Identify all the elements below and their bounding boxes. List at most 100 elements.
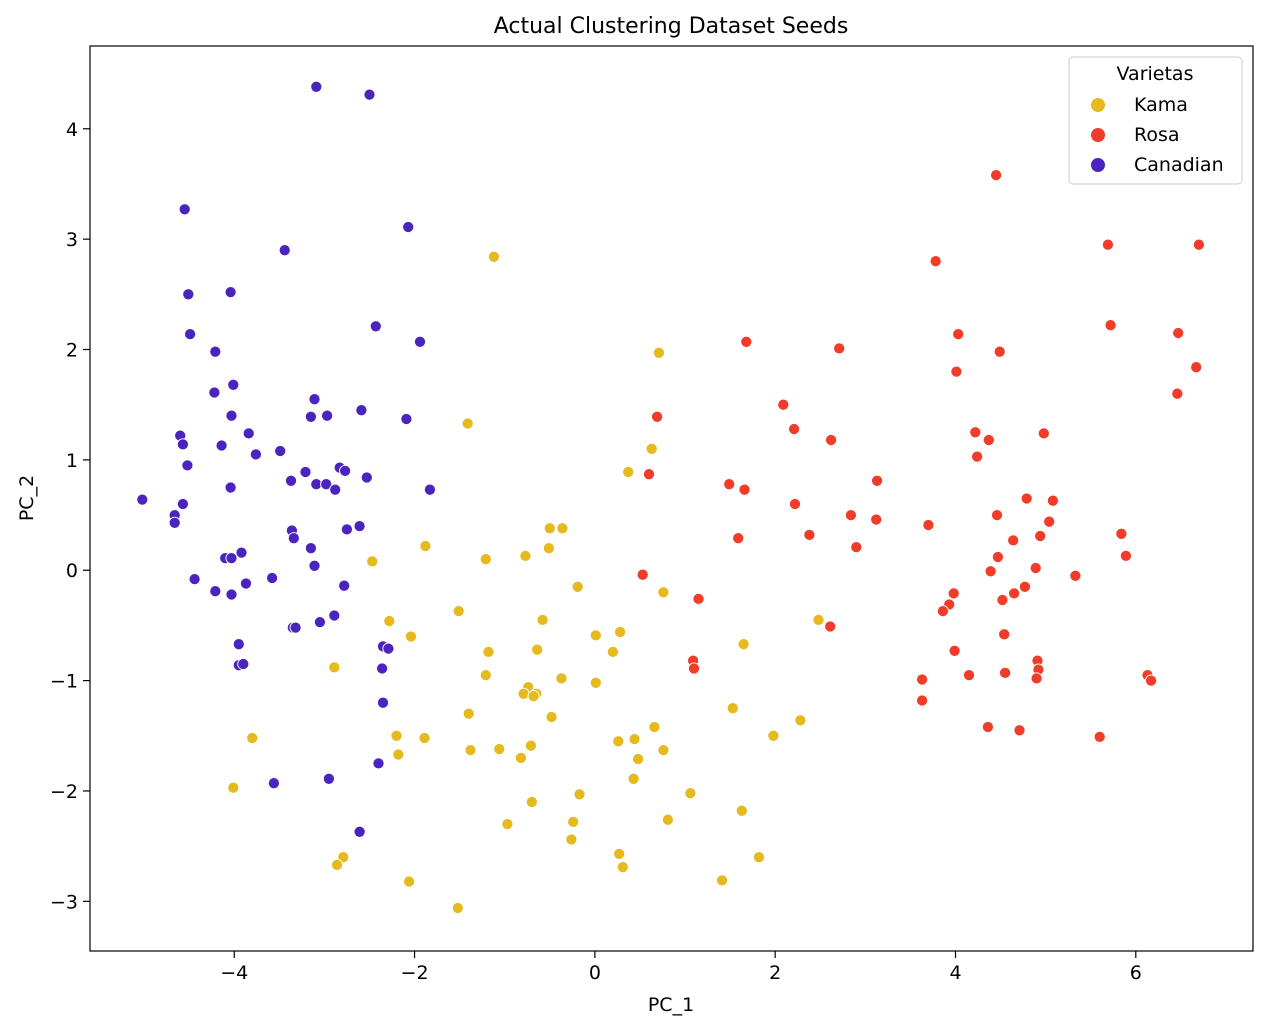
point-rosa-22 <box>871 474 884 487</box>
point-rosa-30 <box>870 513 883 526</box>
point-canadian-37 <box>176 497 189 511</box>
point-kama-16 <box>536 613 549 626</box>
point-kama-53 <box>684 787 697 800</box>
point-kama-8 <box>542 542 555 555</box>
point-kama-5 <box>543 522 556 535</box>
point-kama-57 <box>661 813 674 826</box>
point-kama-39 <box>418 731 431 745</box>
point-canadian-53 <box>209 585 222 598</box>
point-kama-22 <box>737 638 750 651</box>
point-kama-45 <box>464 744 477 757</box>
point-rosa-61 <box>916 673 929 686</box>
point-rosa-10 <box>950 365 963 378</box>
legend-title: Varietas <box>1117 63 1194 85</box>
point-kama-18 <box>614 625 627 639</box>
point-canadian-28 <box>299 465 312 479</box>
point-rosa-46 <box>947 587 960 600</box>
point-kama-32 <box>527 690 540 703</box>
x-tick-label: −4 <box>220 962 248 984</box>
point-canadian-2 <box>178 203 191 216</box>
x-tick-label: 6 <box>1130 962 1142 984</box>
point-canadian-55 <box>328 609 341 622</box>
point-kama-24 <box>531 643 544 656</box>
point-kama-52 <box>227 781 240 794</box>
point-kama-46 <box>493 742 506 756</box>
point-kama-67 <box>403 875 416 888</box>
point-rosa-33 <box>803 528 816 541</box>
y-tick-label: 0 <box>66 560 78 582</box>
point-rosa-49 <box>996 593 1009 607</box>
point-rosa-57 <box>687 662 701 675</box>
point-rosa-19 <box>825 433 838 447</box>
point-canadian-58 <box>289 621 302 634</box>
point-rosa-48 <box>692 592 705 605</box>
point-rosa-34 <box>1115 527 1128 540</box>
point-rosa-35 <box>1034 529 1047 543</box>
point-kama-65 <box>616 861 629 874</box>
point-kama-44 <box>524 739 537 752</box>
point-kama-47 <box>657 744 670 757</box>
legend-marker-rosa <box>1090 127 1106 143</box>
point-canadian-24 <box>249 448 262 461</box>
y-tick-label: 3 <box>66 229 78 251</box>
point-canadian-45 <box>235 546 248 559</box>
point-canadian-61 <box>382 642 395 655</box>
point-rosa-9 <box>993 345 1006 358</box>
point-kama-33 <box>726 702 739 715</box>
point-rosa-3 <box>929 255 942 268</box>
point-canadian-1 <box>363 88 376 101</box>
point-kama-55 <box>525 795 538 809</box>
legend-marker-kama <box>1090 97 1106 113</box>
point-rosa-31 <box>1043 515 1056 528</box>
point-kama-38 <box>246 731 259 745</box>
point-kama-15 <box>383 614 396 628</box>
point-kama-59 <box>501 818 514 831</box>
point-canadian-13 <box>308 393 321 406</box>
point-rosa-52 <box>824 620 837 633</box>
point-rosa-32 <box>922 518 935 532</box>
point-rosa-39 <box>991 550 1004 564</box>
point-rosa-1 <box>1101 238 1114 251</box>
legend: Varietas Kama Rosa Canadian <box>1068 56 1243 185</box>
point-kama-23 <box>482 645 495 658</box>
point-canadian-23 <box>274 444 287 458</box>
point-rosa-38 <box>850 541 863 554</box>
point-kama-30 <box>517 687 530 700</box>
point-kama-21 <box>606 645 619 658</box>
point-rosa-4 <box>1104 319 1117 332</box>
point-canadian-36 <box>136 493 149 506</box>
point-kama-68 <box>451 901 464 915</box>
point-canadian-48 <box>308 559 321 572</box>
point-canadian-7 <box>369 320 382 333</box>
point-canadian-12 <box>208 386 221 399</box>
point-rosa-17 <box>1037 427 1050 440</box>
point-kama-2 <box>461 417 474 430</box>
point-rosa-27 <box>788 497 802 511</box>
point-canadian-16 <box>304 410 317 423</box>
point-kama-50 <box>632 752 645 766</box>
point-rosa-14 <box>651 410 664 423</box>
point-kama-35 <box>545 710 558 724</box>
point-rosa-40 <box>1119 549 1132 562</box>
legend-marker-canadian <box>1090 157 1106 173</box>
legend-label-rosa: Rosa <box>1134 124 1180 146</box>
point-kama-1 <box>652 346 665 359</box>
point-rosa-63 <box>1145 674 1158 687</box>
point-kama-9 <box>519 549 532 562</box>
point-kama-51 <box>627 772 640 785</box>
point-kama-19 <box>404 630 418 643</box>
point-kama-6 <box>556 522 569 535</box>
point-canadian-68 <box>322 772 335 785</box>
chart-title: Actual Clustering Dataset Seeds <box>494 14 849 39</box>
legend-label-kama: Kama <box>1134 94 1188 116</box>
point-kama-66 <box>715 874 729 887</box>
point-canadian-14 <box>355 404 368 417</box>
point-canadian-4 <box>278 244 291 257</box>
point-kama-42 <box>612 735 625 748</box>
point-canadian-6 <box>224 286 237 299</box>
point-canadian-64 <box>376 662 389 675</box>
point-canadian-59 <box>232 638 245 651</box>
point-rosa-5 <box>952 328 965 341</box>
x-tick-label: 0 <box>589 962 601 984</box>
